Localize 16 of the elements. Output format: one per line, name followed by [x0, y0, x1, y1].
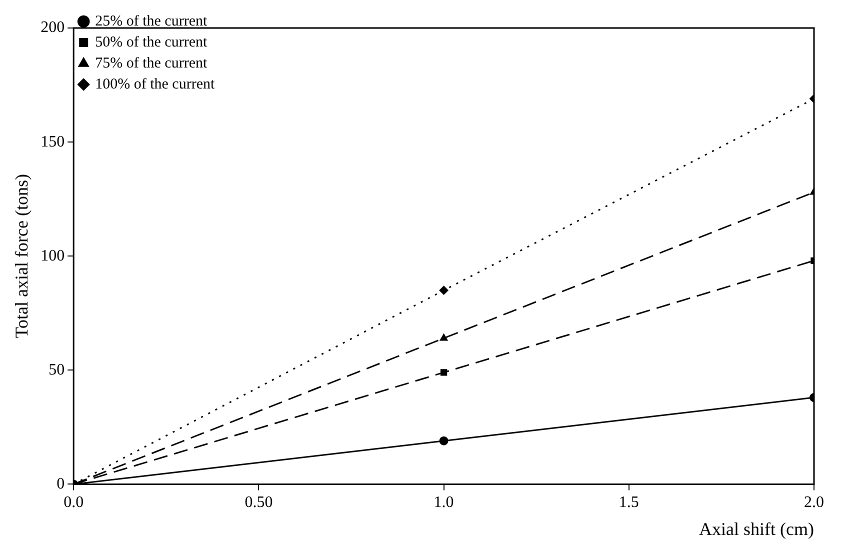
x-tick-label: 0.50	[244, 494, 273, 512]
x-tick-label: 1.0	[434, 494, 454, 512]
legend-label: 50% of the current	[95, 34, 208, 50]
x-tick-label: 1.5	[618, 494, 639, 512]
legend-label: 100% of the current	[95, 76, 216, 92]
y-axis-title: Total axial force (tons)	[12, 174, 32, 338]
x-tick-label: 0.0	[64, 494, 84, 512]
y-tick-label: 50	[48, 361, 65, 378]
y-tick-label: 0	[56, 475, 65, 492]
y-tick-label: 100	[40, 247, 65, 264]
legend-label: 25% of the current	[95, 13, 208, 30]
y-tick-label: 150	[40, 133, 65, 150]
x-axis-title: Axial shift (cm)	[699, 518, 814, 539]
legend-label: 75% of the current	[95, 55, 208, 72]
y-tick-label: 200	[40, 19, 65, 36]
x-tick-label: 2.0	[804, 494, 824, 512]
